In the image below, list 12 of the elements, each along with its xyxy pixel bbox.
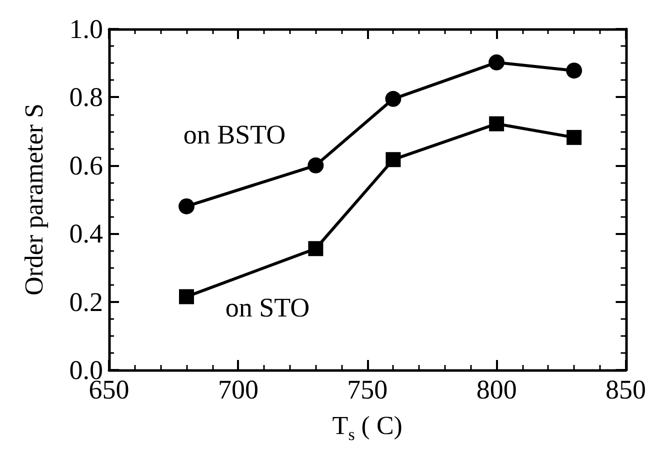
x-tick-label: 850 — [606, 374, 646, 404]
y-tick-label: 0.2 — [69, 286, 103, 317]
series-label: on BSTO — [183, 119, 286, 150]
y-tick-label: 1.0 — [69, 14, 103, 44]
y-tick-label: 0.4 — [69, 218, 104, 249]
series-label: on STO — [225, 292, 310, 323]
x-tick-label: 750 — [347, 374, 388, 404]
y-tick-label: 0.8 — [69, 82, 103, 112]
x-tick-label: 800 — [476, 374, 517, 404]
y-axis-title: Order parameter S — [20, 103, 48, 296]
x-tick-label: 700 — [218, 374, 258, 404]
y-tick-label: 0.6 — [69, 150, 103, 180]
